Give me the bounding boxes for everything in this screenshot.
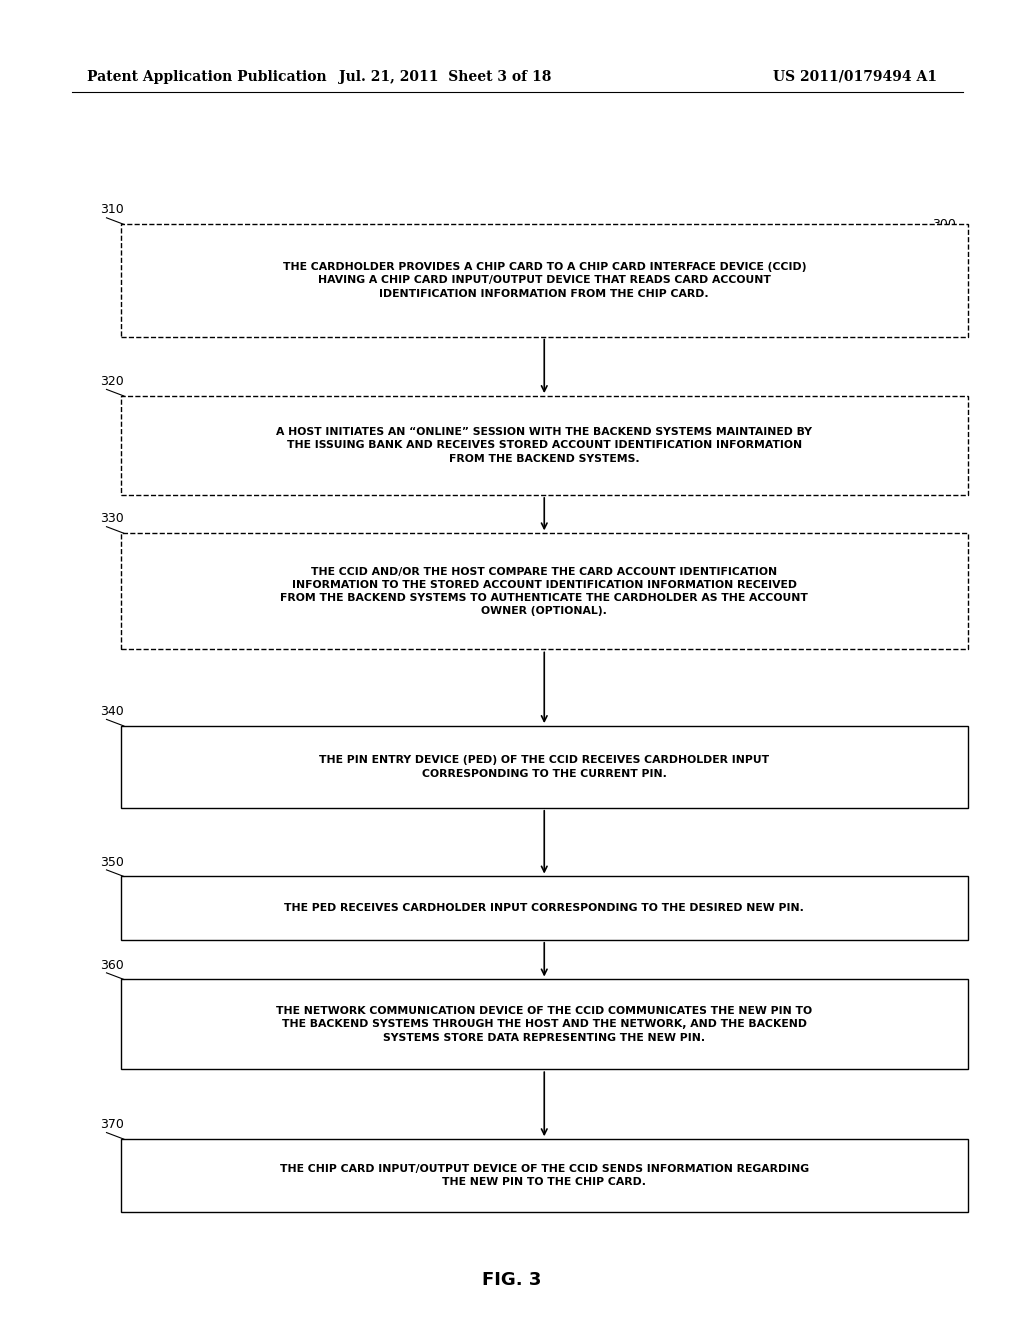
Text: 310: 310	[100, 203, 124, 216]
Text: 300: 300	[932, 218, 955, 231]
Text: US 2011/0179494 A1: US 2011/0179494 A1	[773, 70, 937, 83]
Text: 330: 330	[100, 512, 124, 525]
Text: THE CARDHOLDER PROVIDES A CHIP CARD TO A CHIP CARD INTERFACE DEVICE (CCID)
HAVIN: THE CARDHOLDER PROVIDES A CHIP CARD TO A…	[283, 263, 806, 298]
Text: FIG. 3: FIG. 3	[482, 1271, 542, 1290]
Text: THE PED RECEIVES CARDHOLDER INPUT CORRESPONDING TO THE DESIRED NEW PIN.: THE PED RECEIVES CARDHOLDER INPUT CORRES…	[285, 903, 804, 913]
Bar	[121, 876, 968, 940]
Text: 370: 370	[100, 1118, 124, 1131]
Bar	[121, 726, 968, 808]
Text: Jul. 21, 2011  Sheet 3 of 18: Jul. 21, 2011 Sheet 3 of 18	[339, 70, 552, 83]
Text: THE PIN ENTRY DEVICE (PED) OF THE CCID RECEIVES CARDHOLDER INPUT
CORRESPONDING T: THE PIN ENTRY DEVICE (PED) OF THE CCID R…	[319, 755, 769, 779]
Text: A HOST INITIATES AN “ONLINE” SESSION WITH THE BACKEND SYSTEMS MAINTAINED BY
THE : A HOST INITIATES AN “ONLINE” SESSION WIT…	[276, 428, 812, 463]
Bar	[121, 396, 968, 495]
Text: THE NETWORK COMMUNICATION DEVICE OF THE CCID COMMUNICATES THE NEW PIN TO
THE BAC: THE NETWORK COMMUNICATION DEVICE OF THE …	[276, 1006, 812, 1043]
Bar	[121, 1139, 968, 1212]
Bar	[121, 533, 968, 649]
Text: 360: 360	[100, 958, 124, 972]
Text: 350: 350	[100, 855, 124, 869]
Text: THE CCID AND/OR THE HOST COMPARE THE CARD ACCOUNT IDENTIFICATION
INFORMATION TO : THE CCID AND/OR THE HOST COMPARE THE CAR…	[281, 566, 808, 616]
Bar	[121, 979, 968, 1069]
Text: THE CHIP CARD INPUT/OUTPUT DEVICE OF THE CCID SENDS INFORMATION REGARDING
THE NE: THE CHIP CARD INPUT/OUTPUT DEVICE OF THE…	[280, 1164, 809, 1187]
Text: 320: 320	[100, 375, 124, 388]
Text: Patent Application Publication: Patent Application Publication	[87, 70, 327, 83]
Text: 340: 340	[100, 705, 124, 718]
Bar	[121, 224, 968, 337]
